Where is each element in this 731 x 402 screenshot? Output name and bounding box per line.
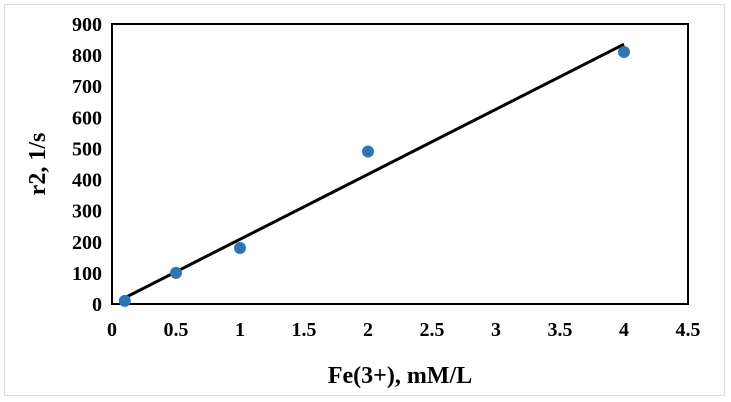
data-point <box>618 46 630 58</box>
x-tick-label: 0 <box>107 319 117 341</box>
y-axis-title: r2, 1/s <box>25 133 51 196</box>
y-tick-labels: 0 100 200 300 400 500 600 700 800 900 <box>72 14 102 316</box>
data-point <box>170 266 182 279</box>
x-tick-label: 2 <box>363 319 373 341</box>
x-tick-label: 1 <box>235 319 245 341</box>
data-point <box>234 242 246 254</box>
y-tick-label: 100 <box>72 263 102 285</box>
data-point <box>362 145 374 158</box>
y-tick-label: 500 <box>72 138 102 160</box>
y-tick-label: 0 <box>92 294 102 316</box>
x-tick-label: 0.5 <box>164 319 189 341</box>
x-tick-label: 3.5 <box>548 319 573 341</box>
x-tick-label: 4.5 <box>676 319 701 341</box>
y-tick-label: 300 <box>72 201 102 223</box>
x-tick-label: 1.5 <box>292 319 317 341</box>
data-points <box>118 46 630 307</box>
plot-area <box>111 23 689 305</box>
y-tick-label: 700 <box>72 76 102 98</box>
trendline <box>124 42 625 300</box>
x-tick-label: 4 <box>619 319 629 341</box>
x-tick-label: 3 <box>491 319 501 341</box>
y-tick-label: 200 <box>72 232 102 254</box>
data-point <box>118 294 131 307</box>
y-tick-label: 400 <box>72 170 102 192</box>
y-tick-label: 800 <box>72 45 102 67</box>
y-tick-label: 600 <box>72 107 102 129</box>
x-tick-labels: 0 0.5 1 1.5 2 2.5 3 3.5 4 4.5 <box>107 319 701 341</box>
chart-frame <box>4 4 725 396</box>
y-tick-label: 900 <box>72 14 102 36</box>
x-tick-label: 2.5 <box>420 319 445 341</box>
x-axis-title: Fe(3+), mM/L <box>328 363 472 389</box>
